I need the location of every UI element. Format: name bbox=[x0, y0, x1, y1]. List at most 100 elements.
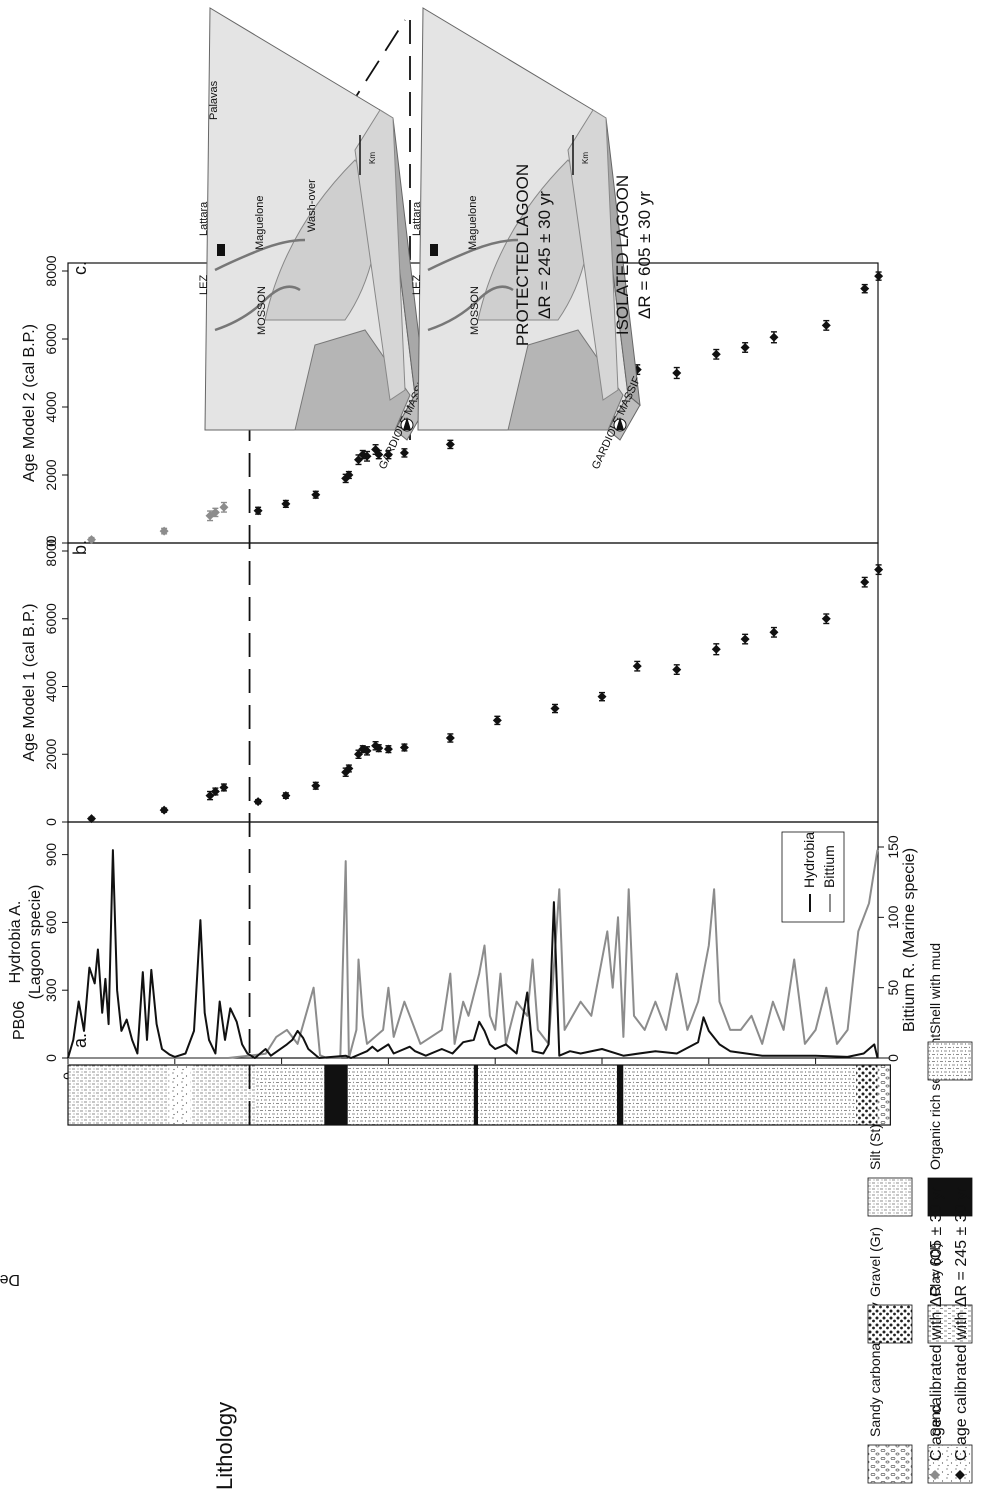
age-point bbox=[740, 634, 750, 644]
age-point bbox=[311, 781, 321, 791]
lithology-legend-swatch-shell bbox=[927, 1041, 973, 1081]
lithology-unit-shell bbox=[623, 1065, 857, 1125]
age-point bbox=[711, 349, 721, 359]
lithology-legend-label-sand: Sand bbox=[927, 1404, 943, 1437]
lithology-unit-sandy bbox=[877, 1065, 891, 1125]
age-tick-label: 8000 bbox=[43, 535, 59, 566]
age-point bbox=[353, 455, 363, 465]
map-2-subtitle: ΔR = 245 ± 30 yr bbox=[535, 191, 554, 319]
age-point bbox=[672, 665, 682, 675]
panel-b-frame bbox=[67, 542, 879, 823]
series-line-bittium bbox=[68, 849, 879, 1059]
map-label-washover: Wash-over bbox=[306, 179, 318, 232]
age-point bbox=[210, 507, 220, 517]
age-point bbox=[374, 450, 384, 460]
legend-hydrobia-label: Hydrobia bbox=[801, 832, 817, 888]
lithology-unit-silt bbox=[190, 1065, 255, 1125]
map-lattara-marker bbox=[217, 244, 225, 256]
map-river-lez bbox=[427, 238, 519, 272]
map-river-mosson bbox=[427, 285, 514, 332]
age-tick-label: 0 bbox=[43, 539, 59, 547]
bittium-tick-label: 50 bbox=[885, 980, 901, 996]
age-point bbox=[159, 805, 169, 815]
age-point bbox=[597, 692, 607, 702]
age-point bbox=[205, 791, 215, 801]
age-point bbox=[383, 450, 393, 460]
age-tick-label: 0 bbox=[43, 818, 59, 826]
age-tick-label: 2000 bbox=[43, 459, 59, 490]
age-point bbox=[219, 782, 229, 792]
hydrobia-axis-label: Hydrobia A. bbox=[7, 901, 24, 984]
age-point bbox=[874, 565, 884, 575]
lithology-unit-sand bbox=[169, 1065, 191, 1125]
age-tick-label: 4000 bbox=[43, 391, 59, 422]
bittium-tick-label: 100 bbox=[885, 905, 901, 929]
panel-a-frame bbox=[67, 821, 879, 1059]
age-tick-label: 6000 bbox=[43, 323, 59, 354]
lithology-unit-shell bbox=[478, 1065, 617, 1125]
lithology-unit-silt bbox=[68, 1065, 170, 1125]
age-point bbox=[374, 743, 384, 753]
map-1-title: ISOLATED LAGOON bbox=[613, 175, 632, 335]
lithology-column bbox=[67, 1064, 891, 1126]
age-point bbox=[874, 271, 884, 281]
map-scale-label: Km bbox=[581, 152, 590, 164]
age-point bbox=[86, 814, 96, 824]
age-point bbox=[860, 284, 870, 294]
age-point bbox=[821, 320, 831, 330]
lithology-unit-organic bbox=[324, 1065, 348, 1125]
age-point bbox=[362, 746, 372, 756]
lithology-unit-shell bbox=[254, 1065, 325, 1125]
age-point bbox=[362, 451, 372, 461]
lithology-legend-label-gravel: Gravel (Gr) bbox=[867, 1227, 883, 1297]
age-point bbox=[210, 787, 220, 797]
lithology-title: Lithology bbox=[212, 1402, 237, 1490]
hydrobia-tick-label: 0 bbox=[43, 1054, 59, 1062]
age-point bbox=[86, 535, 96, 545]
bittium-tick-label: 150 bbox=[885, 835, 901, 859]
legend-bittium-label: Bittium bbox=[821, 845, 837, 888]
map-river-mosson bbox=[214, 285, 301, 332]
age-point bbox=[672, 368, 682, 378]
lithology-unit-shell bbox=[347, 1065, 474, 1125]
age-point bbox=[253, 797, 263, 807]
age-tick-label: 4000 bbox=[43, 671, 59, 702]
age-point bbox=[219, 502, 229, 512]
map-scale-label: Km bbox=[368, 152, 377, 164]
lithology-legend-label-silt: Silt (St) bbox=[867, 1124, 883, 1170]
map-1-subtitle: ΔR = 605 ± 30 yr bbox=[635, 191, 654, 319]
age-point bbox=[383, 744, 393, 754]
panel-label: b. bbox=[70, 540, 90, 555]
hydrobia-tick-label: 900 bbox=[43, 843, 59, 867]
map-label-maguelone: Maguelone bbox=[254, 196, 266, 250]
age-point bbox=[159, 526, 169, 536]
age-tick-label: 2000 bbox=[43, 738, 59, 769]
age-point bbox=[769, 332, 779, 342]
age-point bbox=[769, 627, 779, 637]
age-point bbox=[311, 490, 321, 500]
age-legend-marker-black bbox=[955, 1470, 965, 1480]
age-point bbox=[821, 614, 831, 624]
lithology-unit-organic bbox=[473, 1065, 479, 1125]
age-legend-label-black: C age calibrated with ΔR = 245 ± 30 yr bbox=[953, 1186, 970, 1461]
age-point bbox=[860, 577, 870, 587]
panel-b: 0 2000 4000 6000 8000 Age Model 1 (cal B.P.) b… bbox=[21, 535, 884, 826]
panel-a-label: a. bbox=[70, 1033, 90, 1048]
map-lagoon bbox=[477, 159, 594, 321]
lithology-legend-swatch-organic bbox=[927, 1177, 973, 1217]
panel-a: 0 300 600 900 Hydrobia A. (Lagoon specie) 0 50 1… bbox=[7, 821, 918, 1062]
age-tick-label: 6000 bbox=[43, 603, 59, 634]
age-point bbox=[281, 499, 291, 509]
lithology-column-label: PB06 bbox=[11, 1001, 28, 1040]
map-lagoon bbox=[264, 159, 381, 321]
lithology-legend-swatch-clay bbox=[927, 1304, 973, 1344]
age-point bbox=[711, 644, 721, 654]
hydrobia-tick-label: 300 bbox=[43, 978, 59, 1002]
lithology-unit-organic bbox=[616, 1065, 624, 1125]
age-point bbox=[492, 715, 502, 725]
map-label-maguelone: Maguelone bbox=[467, 196, 479, 250]
map-label-lattara: Lattara bbox=[411, 201, 423, 236]
map-label-lez: LEZ bbox=[198, 275, 210, 295]
